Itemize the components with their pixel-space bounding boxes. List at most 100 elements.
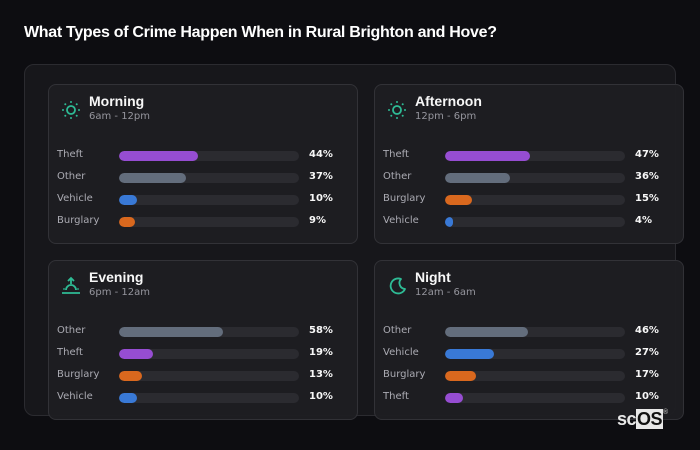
bar-row: Other 37% (57, 169, 357, 191)
bar-value: 17% (635, 369, 659, 380)
bar-fill-theft (119, 151, 199, 161)
bar-track (119, 217, 299, 227)
bar-value: 58% (309, 325, 333, 336)
card-title: Morning (89, 93, 145, 109)
bar-row: Burglary 15% (383, 191, 683, 213)
card-header: Night 12am - 6am (387, 269, 476, 305)
bar-list: Other 46% Vehicle 27% Burglary 17% Theft… (383, 323, 683, 411)
bar-value: 27% (635, 347, 659, 358)
bar-row: Other 46% (383, 323, 683, 345)
bar-fill-vehicle (445, 217, 453, 227)
bar-value: 46% (635, 325, 659, 336)
card-header: Evening 6pm - 12am (61, 269, 150, 305)
bar-row: Burglary 17% (383, 367, 683, 389)
bar-value: 47% (635, 149, 659, 160)
card-header: Morning 6am - 12pm (61, 93, 150, 129)
bar-label: Other (383, 171, 412, 182)
bar-label: Vehicle (383, 215, 419, 226)
bar-value: 13% (309, 369, 333, 380)
card-time-range: 6am - 12pm (89, 111, 151, 122)
bar-value: 10% (635, 391, 659, 402)
bar-list: Theft 44% Other 37% Vehicle 10% Burglary… (57, 147, 357, 235)
bar-list: Theft 47% Other 36% Burglary 15% Vehicle… (383, 147, 683, 235)
bar-list: Other 58% Theft 19% Burglary 13% Vehicle… (57, 323, 357, 411)
bar-track (445, 151, 625, 161)
bar-track (119, 151, 299, 161)
bar-value: 9% (309, 215, 326, 226)
bar-label: Vehicle (57, 391, 93, 402)
card-time-range: 6pm - 12am (89, 287, 151, 298)
bar-fill-burglary (445, 371, 476, 381)
bar-track (119, 195, 299, 205)
bar-fill-theft (119, 349, 154, 359)
bar-row: Theft 10% (383, 389, 683, 411)
bar-label: Burglary (383, 369, 426, 380)
card-afternoon: Afternoon 12pm - 6pm Theft 47% Other 36%… (374, 84, 684, 244)
bar-label: Burglary (57, 215, 100, 226)
bar-row: Vehicle 10% (57, 191, 357, 213)
bar-fill-vehicle (445, 349, 494, 359)
bar-value: 10% (309, 391, 333, 402)
bar-fill-other (445, 327, 528, 337)
page-title: What Types of Crime Happen When in Rural… (24, 24, 497, 41)
card-title: Evening (89, 269, 144, 285)
sun-icon (387, 100, 407, 120)
bar-fill-burglary (119, 371, 143, 381)
bar-value: 37% (309, 171, 333, 182)
card-time-range: 12am - 6am (415, 287, 476, 298)
bar-label: Vehicle (57, 193, 93, 204)
bar-label: Other (57, 325, 86, 336)
bar-row: Vehicle 27% (383, 345, 683, 367)
sun-icon (61, 100, 81, 120)
bar-row: Theft 19% (57, 345, 357, 367)
bar-value: 44% (309, 149, 333, 160)
bar-value: 19% (309, 347, 333, 358)
bar-label: Other (383, 325, 412, 336)
bar-fill-burglary (119, 217, 136, 227)
bar-value: 15% (635, 193, 659, 204)
card-title: Afternoon (415, 93, 482, 109)
bar-row: Vehicle 10% (57, 389, 357, 411)
bar-fill-vehicle (119, 393, 137, 403)
bar-row: Other 36% (383, 169, 683, 191)
bar-row: Vehicle 4% (383, 213, 683, 235)
bar-fill-theft (445, 151, 530, 161)
bar-track (119, 327, 299, 337)
bar-fill-other (445, 173, 510, 183)
bar-track (119, 349, 299, 359)
bar-row: Theft 47% (383, 147, 683, 169)
bar-label: Theft (57, 149, 83, 160)
bar-track (445, 173, 625, 183)
bar-track (445, 393, 625, 403)
bar-value: 10% (309, 193, 333, 204)
bar-label: Theft (383, 149, 409, 160)
scos-logo: scOS® (617, 409, 668, 429)
bar-label: Burglary (383, 193, 426, 204)
card-morning: Morning 6am - 12pm Theft 44% Other 37% V… (48, 84, 358, 244)
bar-track (445, 327, 625, 337)
bar-label: Theft (383, 391, 409, 402)
bar-track (119, 371, 299, 381)
card-evening: Evening 6pm - 12am Other 58% Theft 19% B… (48, 260, 358, 420)
card-night: Night 12am - 6am Other 46% Vehicle 27% B… (374, 260, 684, 420)
bar-row: Theft 44% (57, 147, 357, 169)
bar-track (445, 195, 625, 205)
bar-track (445, 349, 625, 359)
bar-fill-theft (445, 393, 463, 403)
bar-label: Vehicle (383, 347, 419, 358)
bar-value: 4% (635, 215, 652, 226)
bar-row: Other 58% (57, 323, 357, 345)
bar-label: Other (57, 171, 86, 182)
sunset-icon (61, 276, 81, 296)
bar-fill-other (119, 327, 224, 337)
card-title: Night (415, 269, 451, 285)
bar-track (445, 371, 625, 381)
bar-label: Theft (57, 347, 83, 358)
card-time-range: 12pm - 6pm (415, 111, 477, 122)
bar-track (119, 173, 299, 183)
bar-track (119, 393, 299, 403)
bar-fill-other (119, 173, 186, 183)
bar-track (445, 217, 625, 227)
moon-icon (387, 276, 407, 296)
bar-value: 36% (635, 171, 659, 182)
